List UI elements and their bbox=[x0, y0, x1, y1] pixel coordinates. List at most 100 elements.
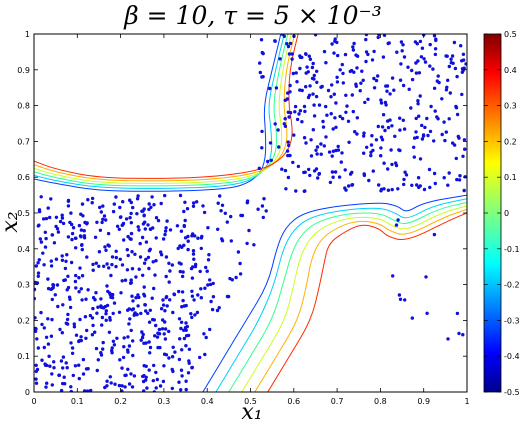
scatter-point bbox=[107, 266, 111, 270]
scatter-point bbox=[452, 143, 457, 147]
scatter-point bbox=[129, 281, 133, 285]
scatter-point bbox=[319, 152, 323, 156]
scatter-point bbox=[131, 299, 135, 303]
scatter-point bbox=[379, 98, 383, 102]
scatter-point bbox=[291, 71, 295, 76]
scatter-point bbox=[455, 112, 460, 117]
y-tick-label: 0.9 bbox=[17, 66, 30, 75]
colorbar-tick-label: 0.1 bbox=[504, 173, 517, 182]
scatter-point bbox=[390, 124, 394, 128]
scatter-point bbox=[260, 129, 264, 134]
scatter-point bbox=[208, 327, 212, 332]
scatter-point bbox=[418, 94, 422, 98]
scatter-point bbox=[143, 227, 147, 231]
scatter-point bbox=[54, 215, 59, 219]
scatter-point bbox=[424, 275, 428, 279]
scatter-point bbox=[85, 328, 89, 333]
scatter-point bbox=[308, 57, 313, 61]
scatter-point bbox=[106, 231, 111, 236]
scatter-point bbox=[440, 132, 444, 137]
scatter-point bbox=[303, 109, 307, 114]
colorbar-tick-label: 0.4 bbox=[504, 66, 517, 75]
scatter-point bbox=[128, 216, 132, 220]
scatter-point bbox=[131, 205, 135, 210]
scatter-point bbox=[129, 328, 133, 333]
scatter-point bbox=[37, 208, 42, 212]
scatter-point bbox=[294, 71, 298, 75]
scatter-point bbox=[290, 57, 294, 61]
scatter-point bbox=[81, 372, 86, 376]
scatter-point bbox=[364, 34, 369, 37]
scatter-point bbox=[206, 258, 211, 262]
scatter-point bbox=[445, 54, 449, 58]
scatter-point bbox=[322, 49, 327, 54]
scatter-point bbox=[312, 77, 316, 81]
scatter-point bbox=[396, 218, 400, 222]
scatter-point bbox=[77, 376, 82, 381]
scatter-point bbox=[74, 333, 79, 337]
scatter-point bbox=[82, 389, 87, 392]
scatter-point bbox=[126, 335, 130, 339]
contour-line bbox=[228, 201, 467, 392]
scatter-point bbox=[258, 70, 262, 75]
scatter-point bbox=[317, 171, 322, 176]
scatter-point bbox=[105, 284, 109, 288]
scatter-point bbox=[118, 257, 123, 261]
scatter-point bbox=[195, 310, 200, 315]
scatter-point bbox=[190, 366, 194, 370]
scatter-point bbox=[133, 311, 137, 316]
scatter-point bbox=[147, 368, 151, 372]
scatter-point bbox=[182, 209, 186, 214]
scatter-point bbox=[154, 216, 159, 220]
scatter-point bbox=[61, 366, 65, 370]
scatter-point bbox=[158, 345, 162, 350]
scatter-point bbox=[117, 383, 122, 388]
scatter-point bbox=[110, 351, 114, 355]
scatter-point bbox=[287, 115, 291, 119]
scatter-point bbox=[328, 180, 333, 185]
scatter-point bbox=[382, 34, 387, 37]
scatter-point bbox=[460, 70, 464, 75]
scatter-point bbox=[437, 80, 441, 85]
scatter-point bbox=[320, 84, 324, 89]
scatter-point bbox=[173, 350, 177, 354]
scatter-point bbox=[129, 221, 133, 225]
scatter-point bbox=[421, 133, 426, 137]
scatter-point bbox=[36, 271, 41, 275]
scatter-point bbox=[79, 228, 84, 232]
scatter-point bbox=[366, 52, 370, 57]
scatter-point bbox=[404, 173, 409, 177]
scatter-point bbox=[86, 288, 90, 292]
scatter-point bbox=[331, 175, 335, 179]
scatter-point bbox=[291, 160, 295, 165]
scatter-point bbox=[262, 197, 266, 201]
scatter-point bbox=[109, 273, 113, 278]
scatter-point bbox=[51, 283, 55, 287]
scatter-point bbox=[401, 43, 405, 47]
scatter-point bbox=[462, 188, 466, 193]
scatter-point bbox=[228, 276, 232, 281]
scatter-point bbox=[412, 155, 416, 159]
scatter-point bbox=[154, 236, 158, 240]
scatter-point bbox=[185, 324, 189, 329]
scatter-point bbox=[306, 95, 311, 100]
scatter-point bbox=[39, 240, 44, 244]
scatter-point bbox=[163, 229, 168, 233]
scatter-point bbox=[134, 296, 138, 300]
scatter-point bbox=[418, 184, 422, 188]
scatter-point bbox=[198, 355, 202, 360]
scatter-point bbox=[181, 298, 185, 303]
scatter-point bbox=[109, 381, 113, 385]
scatter-point bbox=[44, 385, 48, 389]
scatter-point bbox=[154, 259, 158, 263]
scatter-point bbox=[452, 40, 457, 45]
scatter-point bbox=[189, 312, 193, 316]
scatter-point bbox=[66, 235, 71, 239]
scatter-point bbox=[324, 61, 328, 65]
scatter-point bbox=[35, 367, 40, 372]
scatter-point bbox=[416, 99, 420, 103]
scatter-point bbox=[115, 224, 120, 228]
scatter-point bbox=[355, 66, 359, 70]
scatter-point bbox=[151, 379, 155, 383]
scatter-point bbox=[312, 114, 317, 118]
